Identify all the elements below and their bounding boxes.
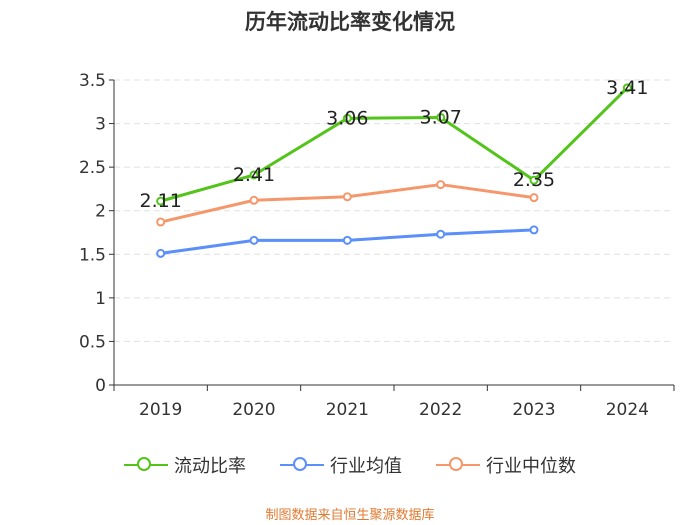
data-point-industry-median <box>156 217 166 227</box>
data-label: 3.07 <box>420 106 462 128</box>
data-label: 2.35 <box>513 169 555 191</box>
y-tick-label: 1 <box>95 289 106 309</box>
data-point-industry-mean <box>436 229 446 239</box>
data-point-current-ratio <box>529 175 539 185</box>
y-tick-label: 0.5 <box>79 332 106 352</box>
data-point-current-ratio <box>622 83 632 93</box>
data-label: 3.06 <box>326 107 368 129</box>
series-line-industry-median <box>160 183 535 224</box>
source-note: 制图数据来自恒生聚源数据库 <box>265 508 435 523</box>
x-tick-label: 2022 <box>419 400 462 420</box>
legend-marker-industry-median <box>436 455 480 475</box>
y-tick-label: 1.5 <box>79 245 106 265</box>
y-tick-label: 3 <box>95 115 106 135</box>
legend-marker-current-ratio <box>124 455 168 475</box>
data-point-industry-mean <box>529 225 539 235</box>
data-point-industry-mean <box>342 235 352 245</box>
data-point-industry-mean <box>249 235 259 245</box>
x-tick-label: 2021 <box>326 400 369 420</box>
data-point-industry-median <box>249 195 259 205</box>
legend-item-industry-mean[interactable]: 行业均值 <box>280 452 402 478</box>
y-tick-label: 0 <box>95 376 106 396</box>
data-point-current-ratio <box>342 113 352 123</box>
y-tick-label: 2 <box>95 202 106 222</box>
legend-item-current-ratio[interactable]: 流动比率 <box>124 452 246 478</box>
data-point-industry-median <box>342 192 352 202</box>
data-label: 2.11 <box>140 190 182 212</box>
legend: 流动比率 行业均值 行业中位数 <box>0 452 700 478</box>
data-point-industry-mean <box>156 248 166 258</box>
series-line-current-ratio <box>160 86 629 203</box>
chart-title: 历年流动比率变化情况 <box>245 10 455 34</box>
legend-marker-industry-mean <box>280 455 324 475</box>
data-label: 2.41 <box>233 164 275 186</box>
data-label: 3.41 <box>606 77 648 99</box>
data-point-current-ratio <box>156 196 166 206</box>
x-tick-label: 2019 <box>139 400 182 420</box>
legend-label-industry-median: 行业中位数 <box>486 456 576 477</box>
x-tick-label: 2024 <box>606 400 649 420</box>
legend-label-current-ratio: 流动比率 <box>174 456 246 477</box>
y-tick-label: 2.5 <box>79 158 106 178</box>
x-tick-label: 2020 <box>232 400 275 420</box>
data-point-current-ratio <box>249 170 259 180</box>
legend-label-industry-mean: 行业均值 <box>330 456 402 477</box>
x-tick-label: 2023 <box>512 400 555 420</box>
data-point-industry-median <box>529 193 539 203</box>
legend-item-industry-median[interactable]: 行业中位数 <box>436 452 576 478</box>
data-point-current-ratio <box>436 112 446 122</box>
data-point-industry-median <box>436 180 446 190</box>
y-tick-label: 3.5 <box>79 71 106 91</box>
